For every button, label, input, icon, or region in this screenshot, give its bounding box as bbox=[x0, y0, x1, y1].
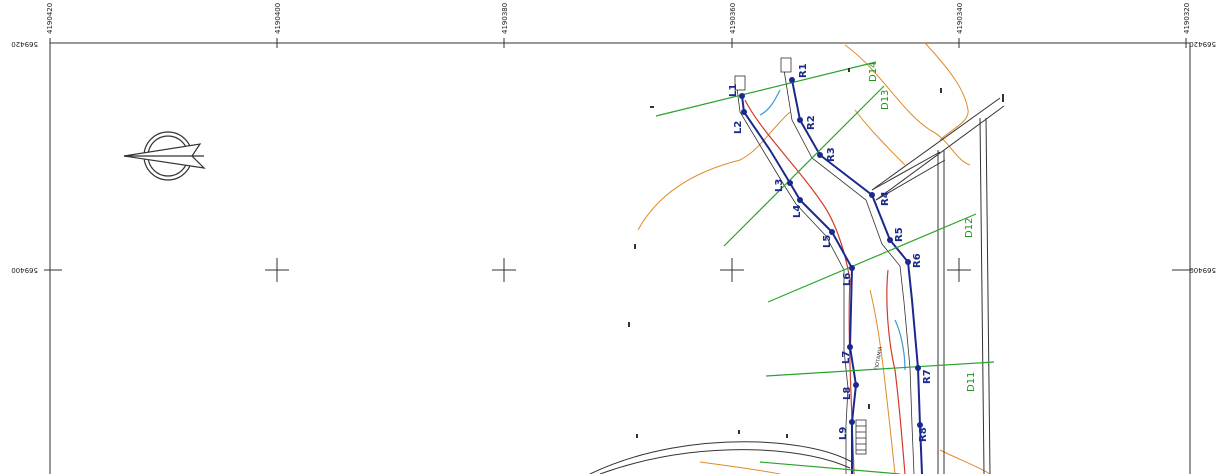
top-tick-label-4: 4190360 bbox=[729, 3, 737, 34]
left-tick-label-2: 569400 bbox=[11, 266, 38, 274]
point-label-R7: R7 bbox=[922, 369, 933, 384]
right-tick-label-1: 569420 bbox=[1189, 40, 1216, 48]
point-label-R5: R5 bbox=[894, 227, 905, 242]
right-bank-route-outer bbox=[780, 57, 915, 474]
stream-label: ΠΟΤΑΜΙΑ bbox=[874, 346, 884, 371]
point-label-L4: L4 bbox=[792, 205, 803, 218]
point-label-R1: R1 bbox=[798, 63, 809, 78]
point-label-L2: L2 bbox=[733, 121, 744, 134]
road-bottom bbox=[589, 441, 853, 474]
road-strip-right bbox=[937, 117, 991, 474]
point-label-L3: L3 bbox=[774, 179, 785, 192]
top-tick-label-1: 4190420 bbox=[46, 3, 54, 34]
north-arrow-icon bbox=[123, 131, 206, 181]
spot-marks bbox=[628, 68, 1004, 438]
point-label-R8: R8 bbox=[918, 427, 929, 442]
bridge-hatch bbox=[855, 419, 867, 455]
point-label-L6: L6 bbox=[842, 273, 853, 286]
top-tick-label-3: 4190380 bbox=[501, 3, 509, 34]
top-tick-label-2: 4190400 bbox=[274, 3, 282, 34]
section-label-D13: D13 bbox=[880, 90, 891, 110]
section-label-D12: D12 bbox=[964, 218, 975, 238]
left-bank-route-outer bbox=[734, 75, 849, 474]
point-label-L5: L5 bbox=[822, 235, 833, 248]
cross-section-lines bbox=[655, 61, 995, 474]
section-label-D11: D11 bbox=[966, 372, 977, 392]
point-label-R3: R3 bbox=[826, 147, 837, 162]
section-label-D14: D14 bbox=[868, 62, 879, 82]
top-tick-label-6: 4190320 bbox=[1183, 3, 1191, 34]
road-upper-right bbox=[871, 97, 1005, 201]
point-label-R6: R6 bbox=[912, 253, 923, 268]
point-label-L8: L8 bbox=[842, 387, 853, 400]
left-points bbox=[739, 93, 859, 425]
point-label-L7: L7 bbox=[841, 351, 852, 364]
left-bank-route bbox=[741, 95, 858, 474]
right-points bbox=[789, 77, 923, 428]
right-tick-label-2: 569400 bbox=[1189, 266, 1216, 274]
grid-crosses bbox=[265, 258, 971, 282]
stream-lines bbox=[744, 89, 906, 474]
point-label-R4: R4 bbox=[880, 191, 891, 206]
contour-lines bbox=[637, 42, 991, 474]
left-tick-label-1: 569420 bbox=[11, 40, 38, 48]
top-ticks bbox=[49, 38, 1187, 48]
point-label-L9: L9 bbox=[838, 427, 849, 440]
point-label-L1: L1 bbox=[728, 84, 739, 97]
point-label-R2: R2 bbox=[806, 115, 817, 130]
right-bank-route bbox=[791, 79, 923, 474]
top-tick-label-5: 4190340 bbox=[956, 3, 964, 34]
